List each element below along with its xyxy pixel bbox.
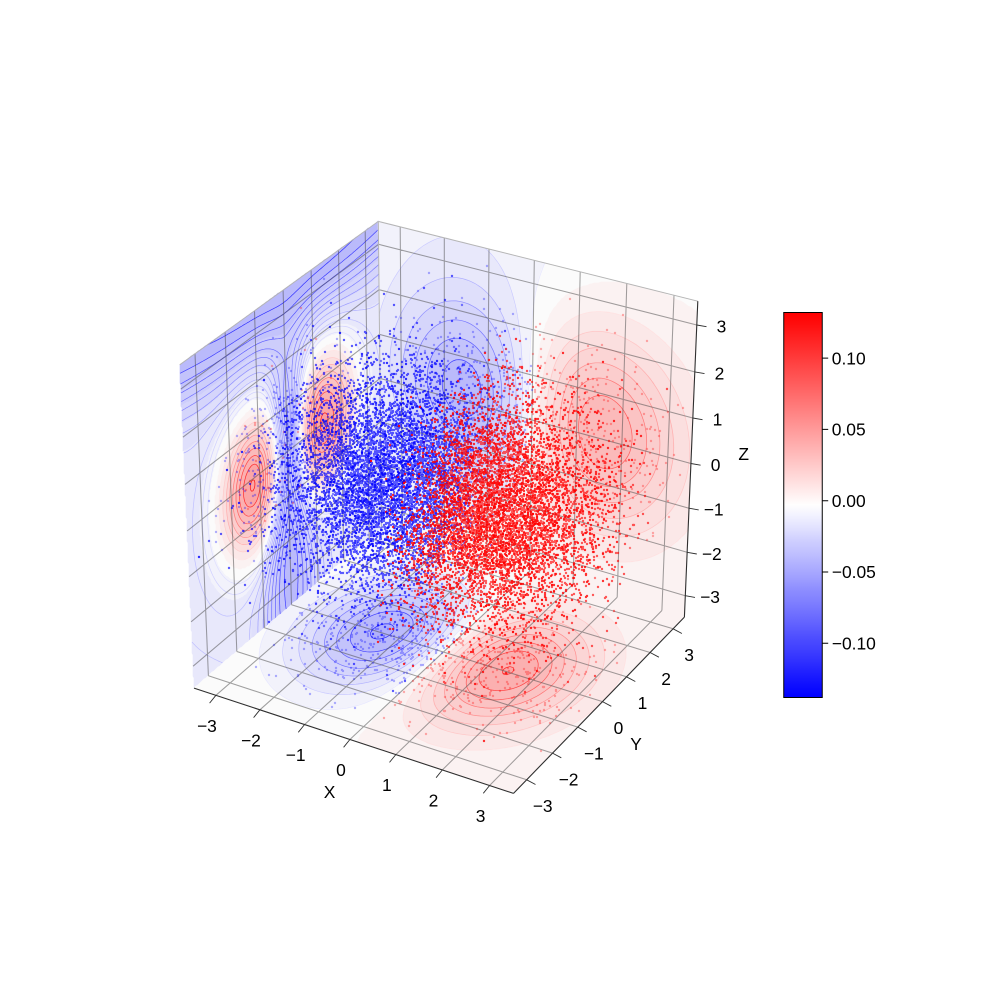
- svg-text:3: 3: [476, 806, 486, 826]
- svg-text:2: 2: [715, 363, 725, 383]
- svg-text:0: 0: [614, 718, 624, 738]
- svg-text:−2: −2: [559, 770, 579, 790]
- svg-text:−2: −2: [702, 544, 722, 564]
- svg-text:−3: −3: [533, 796, 553, 816]
- svg-text:Z: Z: [738, 444, 749, 464]
- svg-text:2: 2: [661, 669, 671, 689]
- svg-text:0: 0: [336, 760, 346, 780]
- svg-text:−1: −1: [584, 744, 604, 764]
- svg-text:0.10: 0.10: [832, 348, 866, 368]
- svg-text:−3: −3: [197, 716, 217, 736]
- svg-text:−1: −1: [704, 500, 724, 520]
- svg-text:X: X: [324, 782, 336, 802]
- svg-text:−0.05: −0.05: [832, 562, 876, 582]
- svg-text:−2: −2: [241, 730, 261, 750]
- svg-text:0.00: 0.00: [832, 491, 866, 511]
- svg-text:Y: Y: [630, 734, 642, 754]
- svg-text:1: 1: [713, 410, 723, 430]
- svg-text:−3: −3: [700, 587, 720, 607]
- svg-text:1: 1: [382, 775, 392, 795]
- svg-text:0: 0: [711, 455, 721, 475]
- svg-text:2: 2: [429, 790, 439, 810]
- svg-text:3: 3: [684, 645, 694, 665]
- svg-text:−1: −1: [286, 745, 306, 765]
- svg-text:3: 3: [717, 317, 727, 337]
- svg-text:0.05: 0.05: [832, 420, 866, 440]
- svg-text:1: 1: [638, 693, 648, 713]
- svg-text:−0.10: −0.10: [832, 634, 876, 654]
